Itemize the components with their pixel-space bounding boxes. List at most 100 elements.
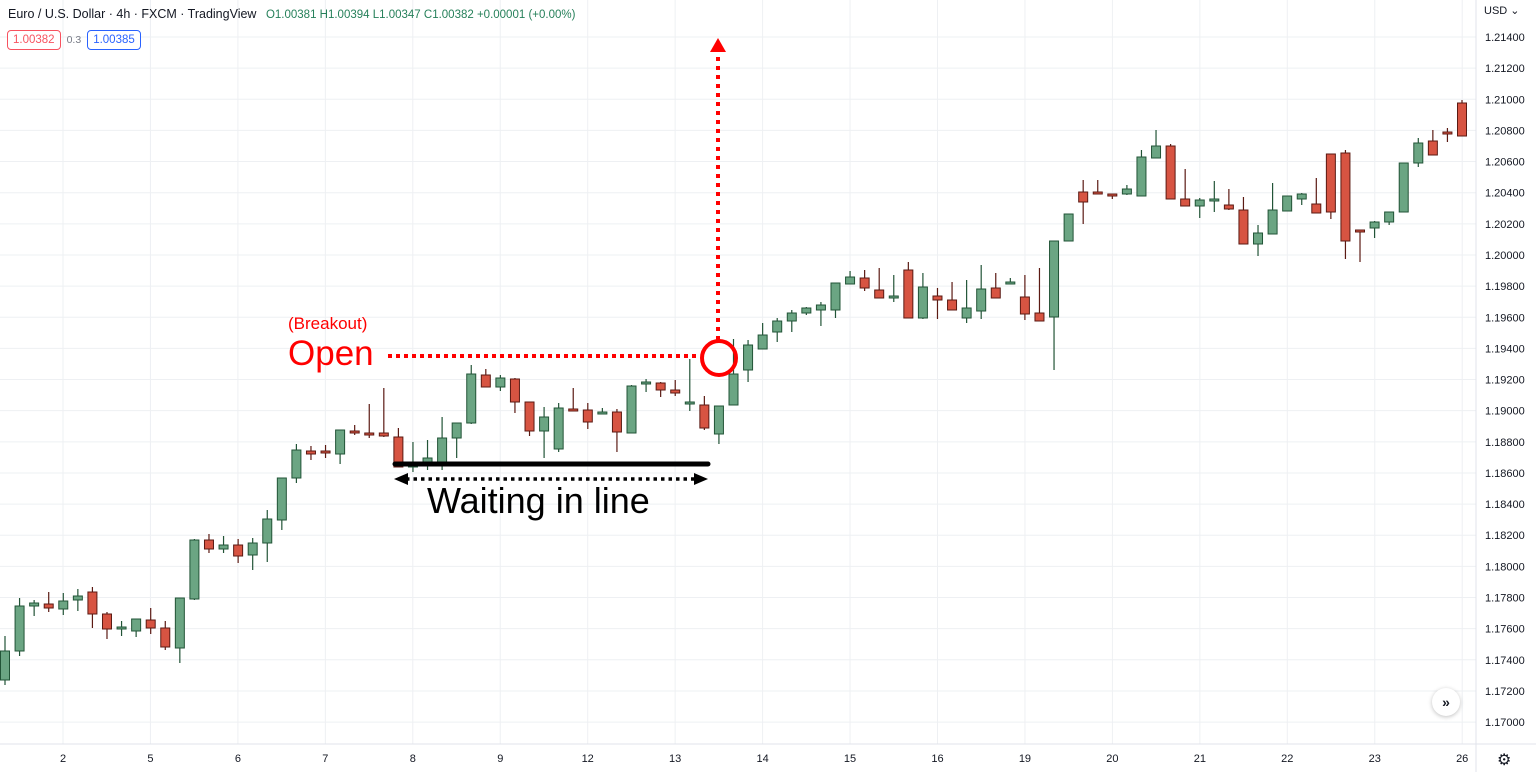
candle-body bbox=[1457, 102, 1467, 137]
sell-price-button[interactable]: 1.00382 bbox=[7, 30, 61, 50]
price-tick-label: 1.19400 bbox=[1485, 343, 1525, 355]
time-tick-label: 21 bbox=[1194, 753, 1206, 765]
candle-body bbox=[568, 408, 579, 412]
time-tick-label: 26 bbox=[1456, 753, 1468, 765]
candle-body bbox=[364, 432, 375, 436]
candle-body bbox=[830, 282, 841, 311]
candle-body bbox=[1223, 204, 1234, 210]
candle-body bbox=[611, 411, 622, 433]
price-tick-label: 1.19600 bbox=[1485, 312, 1525, 324]
candle-body bbox=[947, 299, 958, 311]
open-label: Open bbox=[288, 334, 374, 373]
price-tick-label: 1.20400 bbox=[1485, 188, 1525, 200]
arrow-left-icon bbox=[394, 473, 408, 485]
candle-body bbox=[772, 320, 783, 333]
candle-body bbox=[1355, 229, 1366, 233]
currency-selector[interactable]: USD ⌄ bbox=[1484, 5, 1520, 17]
candle-body bbox=[859, 277, 870, 289]
price-tick-label: 1.20600 bbox=[1485, 157, 1525, 169]
price-tick-label: 1.18600 bbox=[1485, 468, 1525, 480]
candle-body bbox=[189, 539, 200, 600]
candle-body bbox=[845, 276, 856, 285]
candle-body bbox=[553, 407, 564, 450]
candle-body bbox=[1151, 145, 1162, 159]
candle-body bbox=[1282, 195, 1293, 212]
symbol-header: Euro / U.S. Dollar · 4h · FXCM · Trading… bbox=[8, 7, 575, 21]
time-tick-label: 8 bbox=[410, 753, 416, 765]
candle-body bbox=[291, 449, 302, 479]
candle-body bbox=[1107, 193, 1118, 197]
candle-body bbox=[1092, 191, 1103, 195]
candle-body bbox=[29, 602, 40, 607]
candle-body bbox=[757, 334, 768, 350]
candle-body bbox=[655, 382, 666, 391]
candle-body bbox=[451, 422, 462, 439]
candle-body bbox=[961, 307, 972, 319]
candle-body bbox=[1398, 162, 1409, 213]
candle-body bbox=[801, 307, 812, 314]
ohlc-values: O1.00381 H1.00394 L1.00347 C1.00382 +0.0… bbox=[265, 9, 576, 21]
time-tick-label: 2 bbox=[60, 753, 66, 765]
price-tick-label: 1.21000 bbox=[1485, 94, 1525, 106]
candle-body bbox=[335, 429, 346, 455]
candle-body bbox=[1311, 203, 1322, 214]
candle-body bbox=[670, 389, 681, 394]
candle-body bbox=[1209, 198, 1220, 202]
candle-body bbox=[393, 436, 404, 468]
double-chevron-right-icon: » bbox=[1442, 694, 1450, 710]
candle-body bbox=[1165, 145, 1176, 200]
buy-price-button[interactable]: 1.00385 bbox=[87, 30, 141, 50]
settings-gear-icon[interactable]: ⚙ bbox=[1497, 752, 1512, 769]
candle-body bbox=[1253, 232, 1264, 245]
candle-body bbox=[917, 286, 928, 319]
candle-body bbox=[72, 595, 83, 601]
time-tick-label: 14 bbox=[756, 753, 768, 765]
candle-body bbox=[1325, 153, 1336, 213]
arrow-right-icon bbox=[694, 473, 708, 485]
candle-body bbox=[1442, 131, 1453, 135]
candle-body bbox=[626, 385, 637, 434]
candle-body bbox=[786, 312, 797, 322]
time-tick-label: 22 bbox=[1281, 753, 1293, 765]
candle-body bbox=[131, 618, 142, 632]
breakout-circle bbox=[700, 339, 738, 377]
candle-body bbox=[1340, 152, 1351, 242]
candle-body bbox=[276, 477, 287, 521]
candle-body bbox=[1019, 296, 1030, 315]
candle-body bbox=[437, 437, 448, 465]
candle-body bbox=[101, 613, 112, 630]
price-tick-label: 1.19200 bbox=[1485, 375, 1525, 387]
candle-body bbox=[1136, 156, 1147, 197]
candle-body bbox=[976, 288, 987, 312]
candle-body bbox=[305, 450, 316, 455]
price-tick-label: 1.19000 bbox=[1485, 406, 1525, 418]
price-tick-label: 1.17000 bbox=[1485, 717, 1525, 729]
price-tick-label: 1.19800 bbox=[1485, 281, 1525, 293]
candle-body bbox=[466, 373, 477, 424]
candle-body bbox=[641, 381, 652, 385]
candle-body bbox=[233, 544, 244, 557]
symbol-title[interactable]: Euro / U.S. Dollar · 4h · FXCM · Trading… bbox=[8, 7, 257, 21]
candle-body bbox=[116, 626, 127, 630]
candle-body bbox=[262, 518, 273, 544]
price-tick-label: 1.17400 bbox=[1485, 655, 1525, 667]
price-tick-label: 1.17200 bbox=[1485, 686, 1525, 698]
price-tick-label: 1.18000 bbox=[1485, 561, 1525, 573]
candle-body bbox=[1078, 191, 1089, 203]
scroll-to-realtime-button[interactable]: » bbox=[1432, 688, 1460, 716]
candle-body bbox=[14, 605, 25, 652]
spread-value: 0.3 bbox=[66, 34, 82, 46]
candle-body bbox=[888, 295, 899, 299]
time-tick-label: 16 bbox=[931, 753, 943, 765]
price-tick-label: 1.20800 bbox=[1485, 125, 1525, 137]
candle-body bbox=[43, 603, 54, 609]
candle-body bbox=[1049, 240, 1060, 318]
time-tick-label: 6 bbox=[235, 753, 241, 765]
breakout-label: (Breakout) bbox=[288, 314, 368, 333]
time-tick-label: 7 bbox=[322, 753, 328, 765]
arrow-up-icon bbox=[710, 38, 726, 52]
candle-body bbox=[58, 600, 69, 610]
time-tick-label: 15 bbox=[844, 753, 856, 765]
price-tick-label: 1.21400 bbox=[1485, 32, 1525, 44]
